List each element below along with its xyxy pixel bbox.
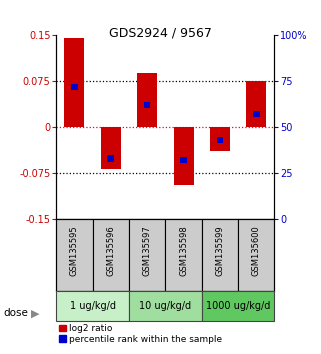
Bar (64, 39, 84, 127)
Text: GDS2924 / 9567: GDS2924 / 9567 (109, 27, 212, 40)
Bar (173, 127, 194, 185)
Text: 1 ug/kg/d: 1 ug/kg/d (70, 301, 116, 311)
Text: GSM135600: GSM135600 (252, 225, 261, 276)
Bar (92, 219, 129, 291)
Bar (108, 155, 114, 161)
Bar (71, 84, 78, 90)
Text: GSM135599: GSM135599 (215, 225, 224, 275)
Bar (165, 219, 202, 291)
Text: GSM135597: GSM135597 (143, 225, 152, 276)
Bar (180, 157, 187, 164)
Bar (129, 219, 165, 291)
Text: GSM135595: GSM135595 (70, 225, 79, 275)
Bar (101, 127, 121, 169)
Text: GSM135598: GSM135598 (179, 225, 188, 276)
Text: 10 ug/kg/d: 10 ug/kg/d (139, 301, 191, 311)
Text: dose: dose (3, 308, 28, 318)
Bar (137, 73, 157, 127)
Bar (217, 137, 223, 143)
Bar (253, 112, 260, 118)
Text: GSM135596: GSM135596 (106, 225, 115, 276)
Bar (129, 291, 202, 321)
Bar (210, 127, 230, 150)
Text: ▶: ▶ (30, 308, 39, 318)
Bar (202, 291, 274, 321)
Bar (56, 291, 129, 321)
Bar (144, 102, 151, 108)
Bar (56, 219, 92, 291)
Bar (202, 219, 238, 291)
Bar (246, 81, 266, 127)
Legend: log2 ratio, percentile rank within the sample: log2 ratio, percentile rank within the s… (58, 324, 222, 344)
Text: 1000 ug/kg/d: 1000 ug/kg/d (206, 301, 270, 311)
Bar (238, 219, 274, 291)
